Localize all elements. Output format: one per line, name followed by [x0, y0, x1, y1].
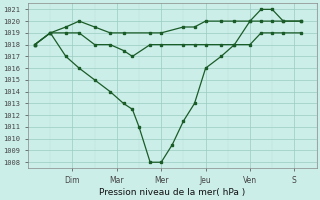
X-axis label: Pression niveau de la mer( hPa ): Pression niveau de la mer( hPa ): [99, 188, 245, 197]
